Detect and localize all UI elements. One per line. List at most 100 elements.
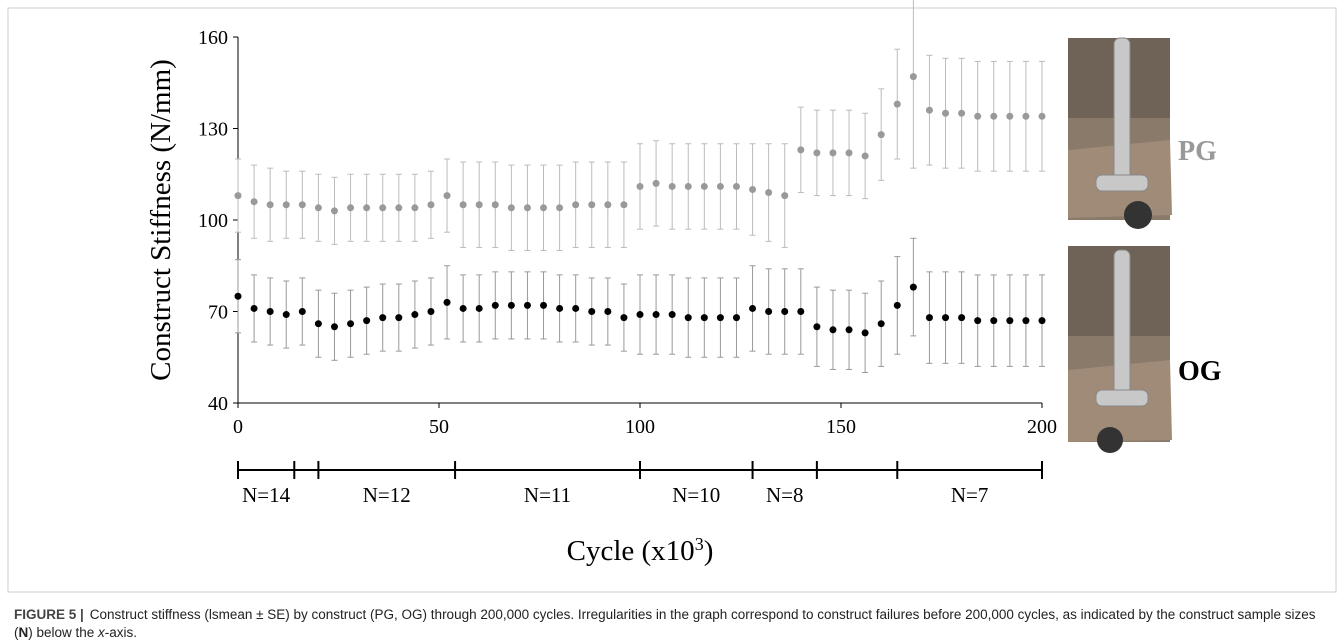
point bbox=[556, 304, 564, 312]
y-tick-label: 100 bbox=[198, 210, 228, 232]
segment-label: N=10 bbox=[672, 483, 720, 507]
point bbox=[974, 317, 982, 325]
y-tick-label: 160 bbox=[198, 27, 228, 49]
x-tick-label: 200 bbox=[1027, 416, 1057, 438]
point bbox=[990, 317, 998, 325]
point bbox=[893, 301, 901, 309]
point bbox=[700, 314, 708, 322]
caption-text: N bbox=[18, 625, 29, 640]
point bbox=[813, 149, 821, 157]
point bbox=[266, 201, 274, 209]
point bbox=[684, 182, 692, 190]
point bbox=[958, 109, 966, 117]
point bbox=[974, 112, 982, 120]
point bbox=[990, 112, 998, 120]
point bbox=[347, 204, 355, 212]
x-axis-label-part: Cycle (x10 bbox=[567, 535, 695, 567]
point bbox=[781, 192, 789, 200]
point bbox=[1022, 317, 1030, 325]
point bbox=[475, 304, 483, 312]
point bbox=[652, 311, 660, 319]
point bbox=[925, 106, 933, 114]
point bbox=[234, 292, 242, 300]
point bbox=[716, 314, 724, 322]
point bbox=[604, 308, 612, 315]
point bbox=[797, 146, 805, 154]
point bbox=[765, 189, 773, 197]
point bbox=[523, 301, 531, 309]
point bbox=[1006, 112, 1014, 120]
point bbox=[234, 192, 242, 200]
point bbox=[893, 100, 901, 108]
point bbox=[716, 182, 724, 190]
x-axis-label: Cycle (x103) bbox=[567, 534, 714, 567]
segment-label: N=8 bbox=[766, 483, 804, 507]
point bbox=[829, 326, 837, 334]
photo-label: PG bbox=[1178, 136, 1217, 167]
chart: PG OG Construct Stiffness (N/mm) Cycle (… bbox=[7, 0, 1337, 593]
point bbox=[700, 182, 708, 190]
point bbox=[765, 308, 773, 315]
point bbox=[732, 314, 740, 322]
point bbox=[942, 109, 950, 117]
point bbox=[266, 308, 274, 315]
y-axis-label: Construct Stiffness (N/mm) bbox=[145, 59, 177, 381]
point bbox=[781, 308, 789, 315]
point bbox=[556, 204, 564, 212]
point bbox=[363, 317, 371, 325]
point bbox=[909, 73, 917, 81]
caption-text: Construct stiffness (lsmean ± SE) by con… bbox=[14, 607, 1316, 640]
point bbox=[732, 182, 740, 190]
y-tick-label: 130 bbox=[198, 119, 228, 141]
x-tick-label: 50 bbox=[429, 416, 449, 438]
point bbox=[491, 301, 499, 309]
point bbox=[877, 320, 885, 328]
point bbox=[1006, 317, 1014, 325]
point bbox=[845, 326, 853, 334]
point bbox=[620, 201, 628, 209]
point bbox=[250, 304, 258, 312]
point bbox=[1022, 112, 1030, 120]
point bbox=[282, 311, 290, 319]
point bbox=[298, 308, 306, 315]
point bbox=[395, 314, 403, 322]
point bbox=[427, 201, 435, 209]
point bbox=[443, 192, 451, 200]
point bbox=[604, 201, 612, 209]
point bbox=[588, 308, 596, 315]
point bbox=[395, 204, 403, 212]
frame bbox=[7, 7, 1337, 593]
caption-label: FIGURE 5 | bbox=[14, 607, 84, 622]
caption-text: x bbox=[98, 625, 105, 640]
point bbox=[636, 311, 644, 319]
point bbox=[572, 304, 580, 312]
point bbox=[1038, 112, 1046, 120]
point bbox=[749, 304, 757, 312]
point bbox=[411, 204, 419, 212]
y-tick-label: 40 bbox=[208, 393, 228, 415]
point bbox=[314, 204, 322, 212]
point bbox=[411, 311, 419, 319]
point bbox=[347, 320, 355, 328]
point bbox=[298, 201, 306, 209]
point bbox=[475, 201, 483, 209]
point bbox=[427, 308, 435, 315]
caption-text: ) below the bbox=[28, 625, 99, 640]
x-tick-label: 150 bbox=[826, 416, 856, 438]
x-tick-label: 0 bbox=[233, 416, 243, 438]
caption-text: -axis. bbox=[104, 625, 138, 640]
point bbox=[363, 204, 371, 212]
point bbox=[330, 323, 338, 331]
point bbox=[250, 198, 258, 206]
point bbox=[668, 311, 676, 319]
x-axis-label-part: 3 bbox=[695, 534, 704, 554]
x-axis-label-part: ) bbox=[704, 535, 714, 567]
point bbox=[925, 314, 933, 322]
point bbox=[684, 314, 692, 322]
point bbox=[958, 314, 966, 322]
point bbox=[443, 298, 451, 306]
segment-label: N=14 bbox=[242, 483, 291, 507]
point bbox=[1038, 317, 1046, 325]
segment-label: N=12 bbox=[363, 483, 411, 507]
point bbox=[620, 314, 628, 322]
